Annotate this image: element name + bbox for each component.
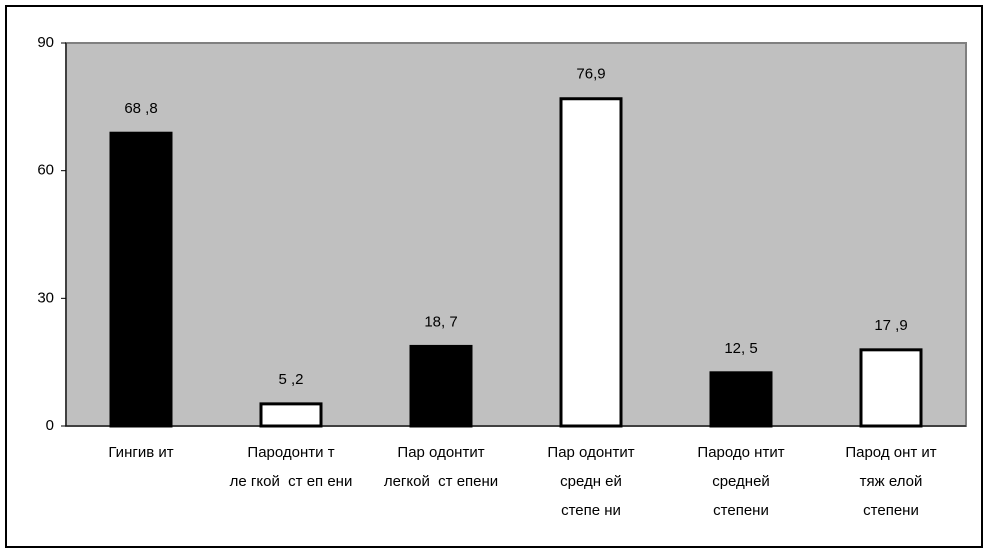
x-tick-label: степе ни — [561, 502, 621, 519]
x-tick-label: Пар одонтит — [397, 444, 484, 461]
x-tick-label: легкой ст епени — [384, 473, 498, 490]
bar — [109, 131, 173, 428]
bar — [409, 344, 473, 428]
x-tick-label: тяж елой — [860, 473, 923, 490]
bar — [709, 371, 773, 428]
x-tick-label: Гингив ит — [108, 444, 173, 461]
x-tick-label: степени — [863, 502, 919, 519]
bar — [559, 97, 623, 428]
x-tick-label: средней — [712, 473, 770, 490]
x-tick-label: Пародо нтит — [697, 444, 784, 461]
value-label: 17 ,9 — [874, 317, 907, 334]
value-label: 68 ,8 — [124, 100, 157, 117]
bar — [859, 348, 923, 428]
x-tick-label: Пар одонтит — [547, 444, 634, 461]
x-tick-label: ле гкой ст еп ени — [230, 473, 353, 490]
y-tick-label: 90 — [37, 34, 54, 51]
x-tick-label: степени — [713, 502, 769, 519]
value-label: 76,9 — [576, 66, 605, 83]
y-tick-label: 0 — [46, 417, 54, 434]
plot-area — [65, 42, 967, 427]
value-label: 18, 7 — [424, 313, 457, 330]
value-label: 12, 5 — [724, 340, 757, 357]
bar — [259, 402, 323, 428]
x-tick-label: средн ей — [560, 473, 622, 490]
x-tick-label: Пародонти т — [247, 444, 334, 461]
y-tick-label: 30 — [37, 289, 54, 306]
value-label: 5 ,2 — [278, 371, 303, 388]
x-tick-label: Парод онт ит — [845, 444, 936, 461]
y-tick-label: 60 — [37, 162, 54, 179]
